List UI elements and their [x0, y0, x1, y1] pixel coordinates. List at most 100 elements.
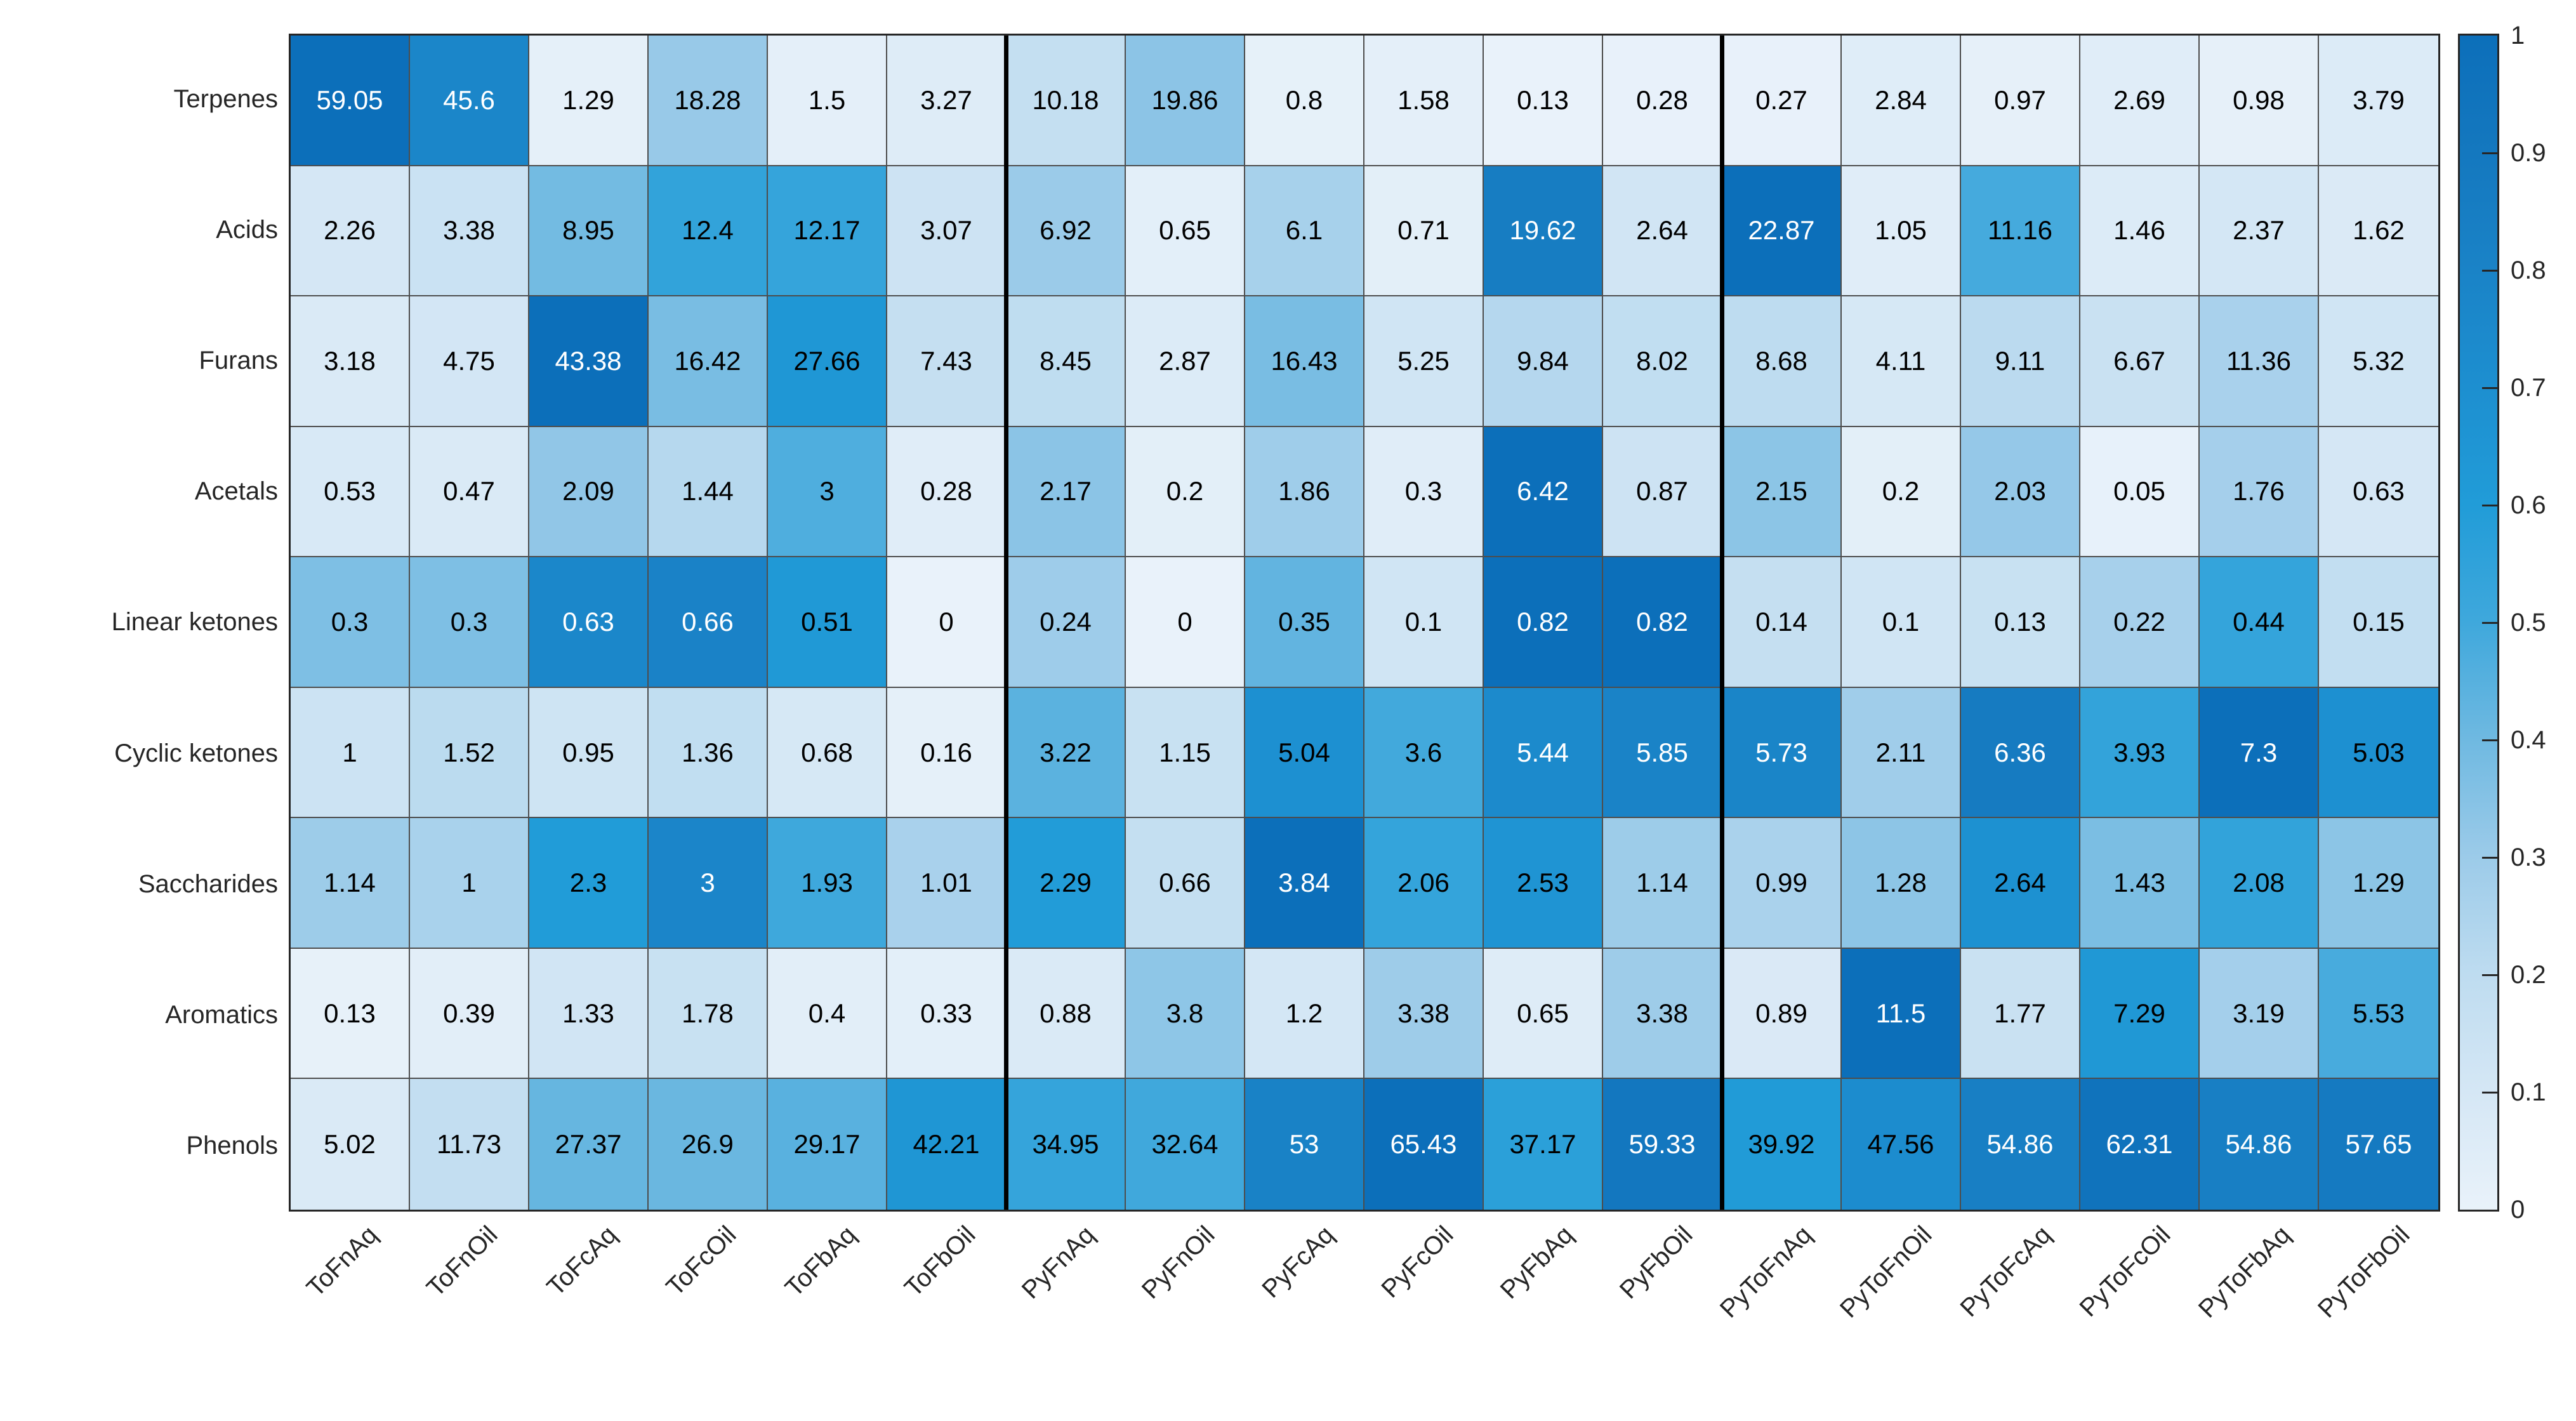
- heatmap-cell: 0.63: [2319, 426, 2438, 558]
- heatmap-cell: 5.73: [1722, 687, 1842, 819]
- heatmap-cell: 27.66: [768, 296, 887, 427]
- heatmap-cell: 0.27: [1722, 36, 1842, 166]
- heatmap-cell: 29.17: [768, 1079, 887, 1210]
- colorbar-tick: [2482, 621, 2497, 624]
- heatmap-cell: 2.26: [291, 166, 410, 297]
- heatmap-cell: 45.6: [410, 36, 529, 166]
- colorbar-tick-label: 0.9: [2511, 139, 2546, 167]
- heatmap-cell: 0.8: [1245, 36, 1364, 166]
- heatmap-cell: 65.43: [1364, 1079, 1484, 1210]
- colorbar-tick-label: 0.2: [2511, 961, 2546, 989]
- row-label: Aromatics: [165, 1001, 278, 1029]
- heatmap-cell: 1.2: [1245, 948, 1364, 1080]
- heatmap-cell: 0.53: [291, 426, 410, 558]
- heatmap-cell: 3.07: [887, 166, 1007, 297]
- heatmap-cell: 0.66: [649, 557, 768, 688]
- heatmap-cell: 16.43: [1245, 296, 1364, 427]
- heatmap-cell: 3: [768, 426, 887, 558]
- heatmap-cell: 0.99: [1722, 818, 1842, 949]
- heatmap-cell: 1.86: [1245, 426, 1364, 558]
- heatmap-cell: 3.38: [1603, 948, 1722, 1080]
- heatmap-cell: 1.05: [1842, 166, 1961, 297]
- heatmap-cell: 1.52: [410, 687, 529, 819]
- heatmap-cell: 2.03: [1961, 426, 2080, 558]
- heatmap-cell: 6.1: [1245, 166, 1364, 297]
- heatmap-cell: 12.4: [649, 166, 768, 297]
- heatmap-cell: 1.14: [291, 818, 410, 949]
- heatmap-cell: 0.13: [1961, 557, 2080, 688]
- y-axis-labels: Terpenes Acids Furans Acetals Linear ketones…: [0, 34, 278, 1212]
- heatmap-cell: 0.13: [1484, 36, 1603, 166]
- heatmap-cell: 11.73: [410, 1079, 529, 1210]
- heatmap-cell: 2.09: [529, 426, 649, 558]
- heatmap-cell: 9.84: [1484, 296, 1603, 427]
- heatmap-cell: 2.17: [1007, 426, 1126, 558]
- row-label: Acids: [216, 215, 278, 244]
- heatmap-cell: 5.85: [1603, 687, 1722, 819]
- heatmap-cell: 0.13: [291, 948, 410, 1080]
- row-label: Phenols: [186, 1132, 278, 1160]
- heatmap-cell: 4.11: [1842, 296, 1961, 427]
- heatmap-cell: 7.29: [2080, 948, 2200, 1080]
- heatmap-cell: 3.19: [2200, 948, 2319, 1080]
- heatmap-cell: 2.64: [1961, 818, 2080, 949]
- heatmap-cell: 1.5: [768, 36, 887, 166]
- heatmap-cell: 0.33: [887, 948, 1007, 1080]
- heatmap-cell: 3.27: [887, 36, 1007, 166]
- heatmap-cell: 1.29: [2319, 818, 2438, 949]
- heatmap-cell: 3.8: [1126, 948, 1245, 1080]
- heatmap-cell: 3.79: [2319, 36, 2438, 166]
- heatmap-cell: 6.36: [1961, 687, 2080, 819]
- heatmap-cell: 1.76: [2200, 426, 2319, 558]
- heatmap-cell: 22.87: [1722, 166, 1842, 297]
- heatmap-cell: 1.28: [1842, 818, 1961, 949]
- heatmap-cell: 0.68: [768, 687, 887, 819]
- heatmap-cell: 54.86: [2200, 1079, 2319, 1210]
- heatmap-cell: 6.92: [1007, 166, 1126, 297]
- heatmap-cell: 0.4: [768, 948, 887, 1080]
- heatmap-cell: 18.28: [649, 36, 768, 166]
- heatmap-cell: 0.2: [1126, 426, 1245, 558]
- colorbar-tick-label: 0.3: [2511, 843, 2546, 871]
- heatmap-cell: 0.39: [410, 948, 529, 1080]
- heatmap-cell: 1.36: [649, 687, 768, 819]
- heatmap-cell: 34.95: [1007, 1079, 1126, 1210]
- heatmap-cell: 5.25: [1364, 296, 1484, 427]
- heatmap-cell: 11.5: [1842, 948, 1961, 1080]
- heatmap-cell: 10.18: [1007, 36, 1126, 166]
- heatmap-cell: 5.03: [2319, 687, 2438, 819]
- colorbar-tick-label: 0.4: [2511, 726, 2546, 754]
- heatmap-cell: 53: [1245, 1079, 1364, 1210]
- row-label: Terpenes: [173, 84, 278, 113]
- row-label: Acetals: [194, 477, 278, 506]
- heatmap-grid: 59.05 45.6 1.29 18.28 1.5 3.27 10.18 19.86 0.8 1.…: [289, 34, 2440, 1212]
- heatmap-cell: 12.17: [768, 166, 887, 297]
- heatmap-cell: 7.3: [2200, 687, 2319, 819]
- heatmap-cell: 1.43: [2080, 818, 2200, 949]
- heatmap-cell: 2.15: [1722, 426, 1842, 558]
- heatmap-cell: 1.62: [2319, 166, 2438, 297]
- heatmap-cell: 62.31: [2080, 1079, 2200, 1210]
- heatmap-cell: 37.17: [1484, 1079, 1603, 1210]
- heatmap-cell: 2.3: [529, 818, 649, 949]
- heatmap-cell: 1.78: [649, 948, 768, 1080]
- heatmap-cell: 3.18: [291, 296, 410, 427]
- colorbar-tick: [2482, 504, 2497, 506]
- colorbar-tick: [2482, 1091, 2497, 1094]
- heatmap-cell: 7.43: [887, 296, 1007, 427]
- heatmap-cell: 59.05: [291, 36, 410, 166]
- heatmap-cell: 1.15: [1126, 687, 1245, 819]
- heatmap-cell: 8.02: [1603, 296, 1722, 427]
- heatmap-cell: 19.86: [1126, 36, 1245, 166]
- heatmap-cell: 1.29: [529, 36, 649, 166]
- heatmap-cell: 2.84: [1842, 36, 1961, 166]
- heatmap-cell: 26.9: [649, 1079, 768, 1210]
- heatmap-cell: 0.88: [1007, 948, 1126, 1080]
- heatmap-cell: 5.53: [2319, 948, 2438, 1080]
- heatmap-cell: 0.98: [2200, 36, 2319, 166]
- colorbar-tick: [2482, 739, 2497, 741]
- heatmap-cell: 19.62: [1484, 166, 1603, 297]
- heatmap-cell: 0.47: [410, 426, 529, 558]
- heatmap-cell: 1.58: [1364, 36, 1484, 166]
- heatmap-cell: 32.64: [1126, 1079, 1245, 1210]
